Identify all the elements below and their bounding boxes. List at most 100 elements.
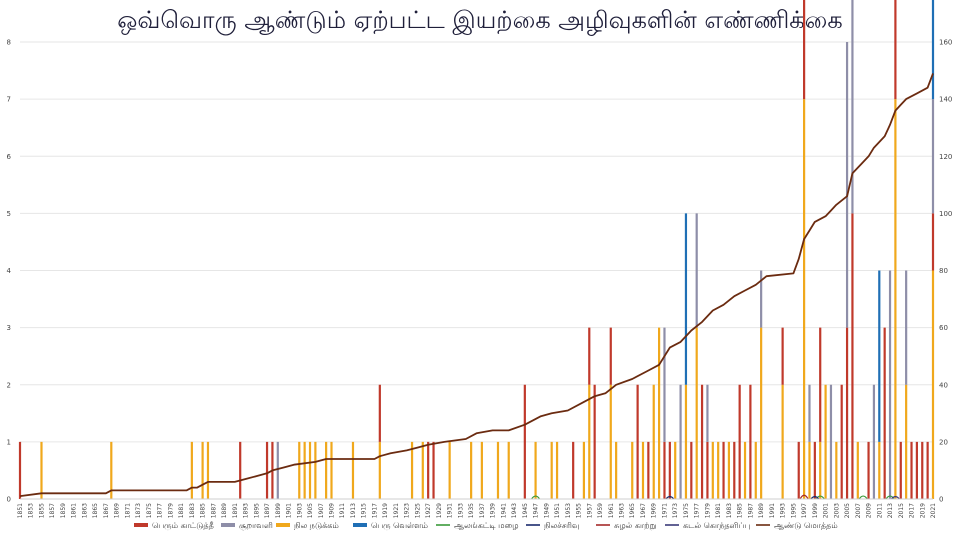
x-tick-label: 1989 [758, 503, 765, 518]
bar-tsunami [888, 270, 892, 499]
legend-swatch-wildfire [134, 523, 148, 527]
bar-tsunami [829, 384, 833, 499]
x-tick-label: 1921 [393, 503, 400, 518]
y-left-tick-label: 0 [7, 496, 11, 504]
legend-swatch-earthquake [276, 523, 290, 527]
x-tick-label: 1971 [661, 503, 668, 518]
x-tick-label: 1945 [522, 503, 529, 518]
line-hail [531, 495, 541, 500]
bar-earthquake [743, 441, 747, 499]
bar-earthquake [658, 327, 661, 499]
x-tick-label: 1857 [49, 503, 56, 518]
bar-earthquake [641, 441, 645, 499]
bar-wildfire [378, 384, 381, 442]
x-tick-label: 1851 [17, 503, 24, 518]
x-tick-label: 1871 [124, 503, 131, 518]
legend-label-tsunami: சூறாவளி [239, 521, 273, 531]
bar-wildfire [840, 384, 843, 499]
x-tick-label: 1957 [586, 503, 593, 518]
bar-earthquake [410, 441, 414, 499]
y-left-tick-label: 3 [7, 324, 11, 332]
x-tick-label: 1987 [747, 503, 754, 518]
x-tick-label: 1917 [371, 503, 378, 518]
bar-wildfire [523, 384, 526, 499]
x-tick-label: 1977 [694, 503, 701, 518]
bar-earthquake [684, 384, 688, 499]
x-tick-label: 1961 [608, 503, 615, 518]
x-tick-label: 2011 [876, 503, 883, 518]
x-tick-label: 1859 [60, 503, 67, 518]
bar-wildfire [706, 441, 709, 499]
bar-earthquake [351, 441, 355, 499]
bar-wildfire [700, 384, 704, 499]
bar-earthquake [330, 441, 333, 499]
bar-wildfire [663, 441, 666, 499]
bar-earthquake [609, 384, 612, 499]
bar-wildfire [819, 327, 822, 442]
x-tick-label: 2019 [919, 503, 926, 518]
x-tick-label: 1891 [232, 503, 239, 518]
x-tick-label: 1973 [672, 503, 679, 518]
y-right-tick-label: 140 [939, 96, 952, 104]
x-tick-label: 1911 [339, 503, 346, 518]
x-tick-label: 2005 [844, 503, 851, 518]
bar-wildfire [894, 0, 897, 100]
bar-wildfire [813, 441, 816, 499]
bar-earthquake [760, 327, 763, 499]
y-right-tick-label: 20 [939, 438, 948, 446]
bar-wildfire [572, 441, 575, 499]
bar-wildfire [803, 0, 806, 100]
x-tick-label: 2013 [887, 503, 894, 518]
y-left-tick-label: 7 [7, 96, 11, 104]
x-tick-label: 1965 [629, 503, 636, 518]
bar-earthquake [856, 441, 859, 499]
x-tick-label: 1875 [146, 503, 153, 518]
y-left-tick-label: 5 [7, 210, 11, 218]
x-tick-label: 1897 [264, 503, 271, 518]
x-tick-label: 1893 [243, 503, 250, 518]
x-tick-label: 1877 [157, 503, 164, 518]
bar-tsunami [663, 327, 666, 442]
bar-wildfire [636, 384, 639, 499]
bar-earthquake [824, 384, 827, 499]
y-right-tick-label: 160 [939, 39, 952, 47]
bar-earthquake [325, 441, 328, 499]
y-right-tick-label: 60 [939, 324, 948, 332]
bar-wildfire [749, 384, 752, 499]
bar-wildfire [722, 441, 725, 499]
bar-earthquake [550, 441, 553, 499]
legend-label-landslide: நிலச்சரிவு [544, 521, 580, 530]
bar-earthquake [717, 441, 720, 499]
bar-wildfire [797, 441, 800, 499]
bar-earthquake [588, 384, 591, 499]
bar-tsunami [276, 441, 279, 499]
x-tick-label: 1947 [533, 503, 540, 518]
legend-label-flood: பெரு வெள்ளம் [371, 521, 428, 531]
bar-earthquake [314, 441, 317, 499]
bar-earthquake [534, 441, 537, 499]
x-tick-label: 1959 [597, 503, 604, 518]
line-cyclone [799, 494, 809, 500]
bar-earthquake [378, 441, 381, 499]
line-hail [815, 495, 825, 500]
bar-earthquake [507, 441, 510, 499]
x-tick-label: 2007 [855, 503, 862, 518]
x-tick-label: 1933 [457, 503, 464, 518]
x-tick-label: 1915 [361, 503, 368, 518]
bar-wildfire [910, 441, 913, 499]
bar-earthquake [819, 441, 822, 499]
x-tick-label: 1941 [500, 503, 507, 518]
x-tick-label: 1909 [328, 503, 335, 518]
bar-earthquake [803, 99, 806, 499]
bar-earthquake [835, 441, 838, 499]
bar-flood [878, 270, 881, 442]
bar-earthquake [110, 441, 113, 499]
bar-wildfire [926, 441, 929, 499]
y-right-tick-label: 100 [939, 210, 952, 218]
x-tick-label: 1901 [286, 503, 293, 518]
bar-wildfire [588, 327, 591, 385]
x-tick-label: 1907 [318, 503, 325, 518]
x-tick-label: 1943 [511, 503, 518, 518]
x-tick-label: 1985 [737, 503, 744, 518]
